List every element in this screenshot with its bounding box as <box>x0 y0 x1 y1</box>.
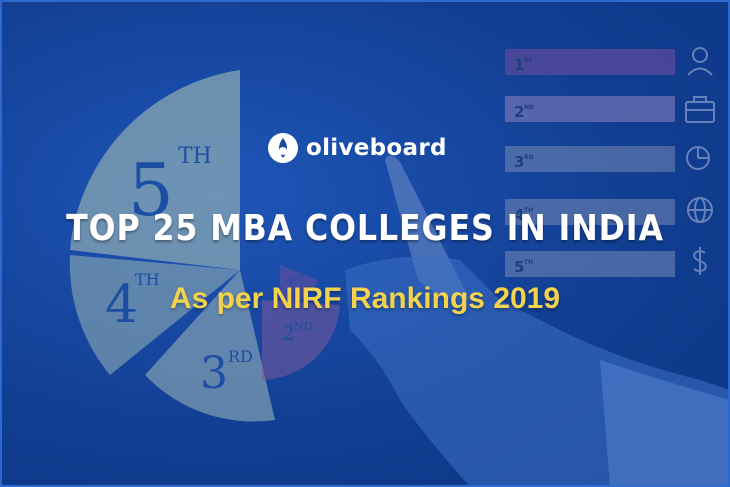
pie-label-4-suffix: TH <box>135 270 160 289</box>
rank-bar-3 <box>505 146 675 172</box>
pie-label-3: 3 <box>200 348 228 399</box>
user-icon <box>687 47 713 76</box>
pie-slice-1st <box>280 265 318 306</box>
pie-slice-4th <box>69 255 241 375</box>
headline: TOP 25 MBA COLLEGES IN INDIA <box>66 208 664 249</box>
pie-label-2: 2 <box>282 321 295 345</box>
pie-label-4: 4 <box>105 275 138 335</box>
rank-bar-2-num: 2 <box>514 103 524 121</box>
pie-slice-5th <box>70 70 240 270</box>
pie-label-5-suffix: TH <box>178 144 212 169</box>
rank-bar-5 <box>505 251 675 277</box>
pie-label-3-suffix: RD <box>228 347 253 366</box>
pie-chart-icon <box>686 146 710 170</box>
pie-slice-2nd <box>262 300 340 380</box>
subheadline: As per NIRF Rankings 2019 <box>169 282 561 315</box>
rank-bar-1-suffix: ST <box>524 57 533 64</box>
dollar-icon <box>693 247 707 275</box>
brand-name: oliveboard <box>306 135 447 161</box>
rank-bar-5-num: 5 <box>514 258 524 276</box>
rank-bar-2 <box>505 96 675 122</box>
oliveboard-logo-icon <box>268 133 298 163</box>
pie-label-1-suffix: ST <box>294 274 304 282</box>
rank-bar-4-num: 4 <box>514 206 524 224</box>
rank-bar-1-num: 1 <box>514 56 524 74</box>
rank-bar-3-num: 3 <box>514 153 524 171</box>
rank-bar-4 <box>505 199 675 225</box>
pie-label-2-suffix: ND <box>294 320 313 333</box>
rank-bar-2-suffix: ND <box>524 104 534 111</box>
brand-logo: oliveboard <box>266 128 447 168</box>
rank-bar-1 <box>505 49 675 75</box>
briefcase-icon <box>685 96 715 123</box>
globe-icon <box>687 197 713 223</box>
pie-slice-3rd <box>145 270 275 422</box>
rank-bar-5-suffix: TH <box>524 259 533 266</box>
pie-label-1: 1 <box>288 278 294 289</box>
pie-label-5: 5 <box>128 148 174 232</box>
rank-bar-3-suffix: RD <box>524 154 534 161</box>
pointing-hand-illustration <box>345 155 730 487</box>
rank-bar-4-suffix: TH <box>524 207 533 214</box>
